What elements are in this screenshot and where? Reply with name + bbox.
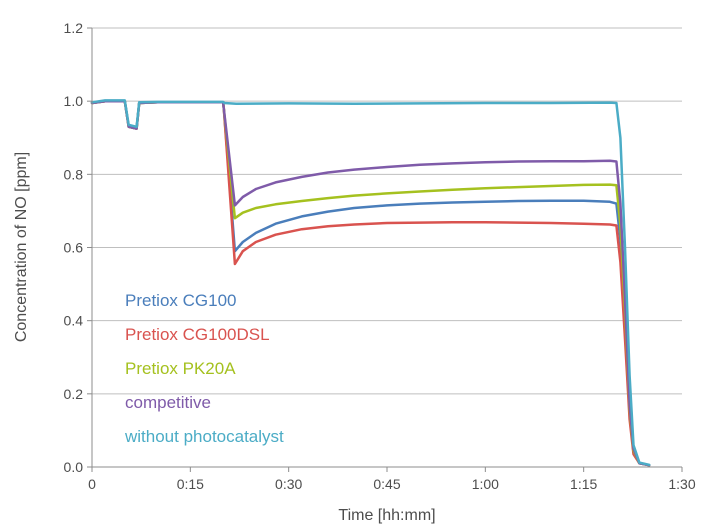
legend-entry: Pretiox CG100 [125, 291, 237, 310]
y-tick-label: 0.8 [64, 166, 84, 182]
legend-entry: competitive [125, 393, 211, 412]
y-tick-label: 0.0 [64, 459, 84, 475]
x-tick-label: 1:15 [570, 476, 597, 492]
legend-entry: Pretiox CG100DSL [125, 325, 270, 344]
x-tick-label: 1:00 [472, 476, 499, 492]
x-tick-label: 0:15 [177, 476, 204, 492]
tick-labels: 0.0 0.2 0.4 0.6 0.8 1.0 1.2 0 0:15 0:30 0:45 1:00 1:… [64, 20, 696, 492]
y-tick-label: 0.2 [64, 386, 84, 402]
x-tick-label: 1:30 [668, 476, 695, 492]
x-tick-label: 0:30 [275, 476, 302, 492]
y-axis-title: Concentration of NO [ppm] [13, 152, 30, 342]
y-tick-label: 0.6 [64, 240, 84, 256]
legend: Pretiox CG100 Pretiox CG100DSL Pretiox PK2… [124, 291, 284, 446]
legend-entry: without photocatalyst [124, 427, 284, 446]
series-lines [90, 99, 651, 467]
y-tick-label: 1.2 [64, 20, 84, 36]
x-tick-label: 0:45 [373, 476, 400, 492]
legend-entry: Pretiox PK20A [125, 359, 236, 378]
x-axis-title: Time [hh:mm] [338, 507, 435, 524]
y-tick-label: 1.0 [64, 93, 84, 109]
y-tick-label: 0.4 [64, 313, 84, 329]
series-line-5 [90, 99, 651, 467]
x-tick-label: 0 [88, 476, 96, 492]
